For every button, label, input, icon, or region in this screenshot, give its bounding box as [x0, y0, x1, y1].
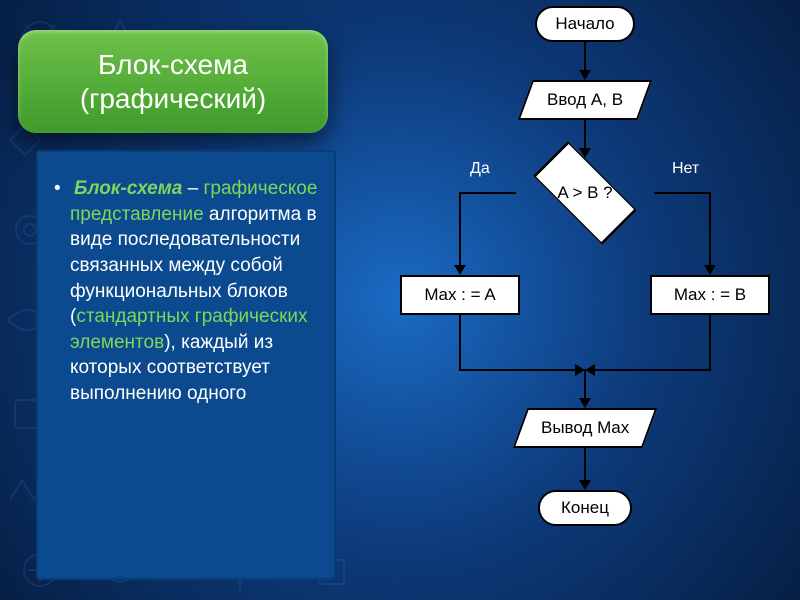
arrow-line: [459, 192, 461, 267]
title-card: Блок-схема (графический): [18, 30, 328, 133]
node-input: Ввод A, B: [518, 80, 653, 120]
node-condition: A > B ?: [515, 158, 655, 228]
arrow-line: [709, 315, 711, 370]
arrow-line: [460, 192, 516, 194]
definition-term: Блок-схема: [74, 178, 182, 199]
edge-label-no: Нет: [672, 160, 699, 178]
arrow-head-icon: [579, 480, 591, 490]
arrow-head-icon: [454, 265, 466, 275]
arrow-head-icon: [579, 398, 591, 408]
arrow-line: [594, 369, 711, 371]
title-line-1: Блок-схема: [28, 48, 318, 82]
node-max-b: Max : = B: [650, 275, 770, 315]
arrow-line: [654, 192, 710, 194]
arrow-head-icon: [585, 364, 595, 376]
arrow-line: [709, 192, 711, 267]
edge-label-yes: Да: [470, 160, 490, 178]
arrow-line: [459, 315, 461, 370]
definition-text: Блок-схема – графическое представление а…: [70, 176, 318, 407]
arrow-line: [459, 369, 577, 371]
definition-card: Блок-схема – графическое представление а…: [36, 150, 336, 580]
node-end: Конец: [538, 490, 632, 526]
arrow-line: [584, 369, 586, 400]
arrow-head-icon: [704, 265, 716, 275]
arrow-line: [584, 42, 586, 72]
arrow-line: [584, 448, 586, 482]
title-line-2: (графический): [28, 82, 318, 116]
node-output: Вывод Max: [513, 408, 658, 448]
node-start: Начало: [535, 6, 635, 42]
flowchart: Да Нет Начало Ввод A, B A > B ? Max : = …: [370, 0, 800, 560]
arrow-line: [584, 120, 586, 150]
arrow-head-icon: [579, 70, 591, 80]
node-max-a: Max : = A: [400, 275, 520, 315]
